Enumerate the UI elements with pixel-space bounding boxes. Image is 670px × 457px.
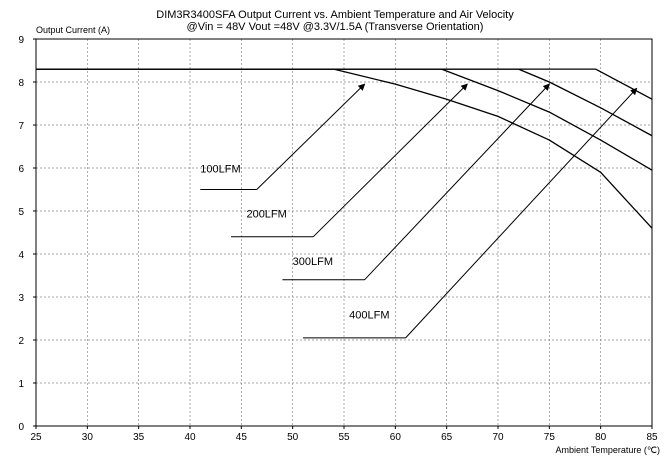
y-axis-label: Output Current (A) — [36, 25, 111, 35]
y-tick-label: 3 — [18, 293, 24, 304]
chart-title: DIM3R3400SFA Output Current vs. Ambient … — [156, 9, 514, 21]
x-tick-label: 45 — [236, 432, 248, 443]
y-tick-label: 6 — [18, 164, 24, 175]
x-tick-label: 65 — [441, 432, 453, 443]
x-tick-label: 60 — [390, 432, 402, 443]
x-tick-label: 30 — [82, 432, 94, 443]
x-tick-label: 25 — [30, 432, 42, 443]
y-tick-label: 7 — [18, 121, 24, 132]
annotation-label-200lfm: 200LFM — [246, 208, 286, 220]
annotation-label-100lfm: 100LFM — [200, 163, 240, 175]
chart-subtitle: @Vin = 48V Vout =48V @3.3V/1.5A (Transve… — [186, 21, 484, 33]
y-tick-label: 2 — [18, 336, 24, 347]
x-tick-label: 55 — [338, 432, 350, 443]
annotations: 100LFM 200LFM 300LFM 400LFM — [200, 83, 638, 339]
x-tick-label: 80 — [595, 432, 607, 443]
x-tick-label: 70 — [492, 432, 504, 443]
y-tick-label: 5 — [18, 207, 24, 218]
annotation-label-300lfm: 300LFM — [293, 256, 333, 268]
y-tick-label: 8 — [18, 78, 24, 89]
x-axis-label: Ambient Temperature (℃) — [555, 445, 660, 455]
y-tick-label: 9 — [18, 35, 24, 46]
grid — [36, 39, 652, 426]
annotation-label-400lfm: 400LFM — [349, 310, 389, 322]
x-tick-label: 40 — [184, 432, 196, 443]
series-line-100lfm — [36, 68, 653, 229]
x-tick-label: 35 — [133, 432, 145, 443]
x-tick-label: 85 — [646, 432, 658, 443]
x-tick-label: 75 — [544, 432, 556, 443]
annotation-arrow-400lfm — [405, 87, 638, 339]
annotation-arrow-100lfm — [256, 83, 366, 190]
x-tick-label: 50 — [287, 432, 299, 443]
annotation-arrow-300lfm — [364, 83, 551, 281]
y-tick-label: 4 — [18, 250, 24, 261]
annotation-arrow-200lfm — [312, 83, 468, 238]
axes — [33, 38, 653, 429]
y-tick-label: 0 — [18, 422, 24, 433]
y-tick-label: 1 — [18, 379, 24, 390]
